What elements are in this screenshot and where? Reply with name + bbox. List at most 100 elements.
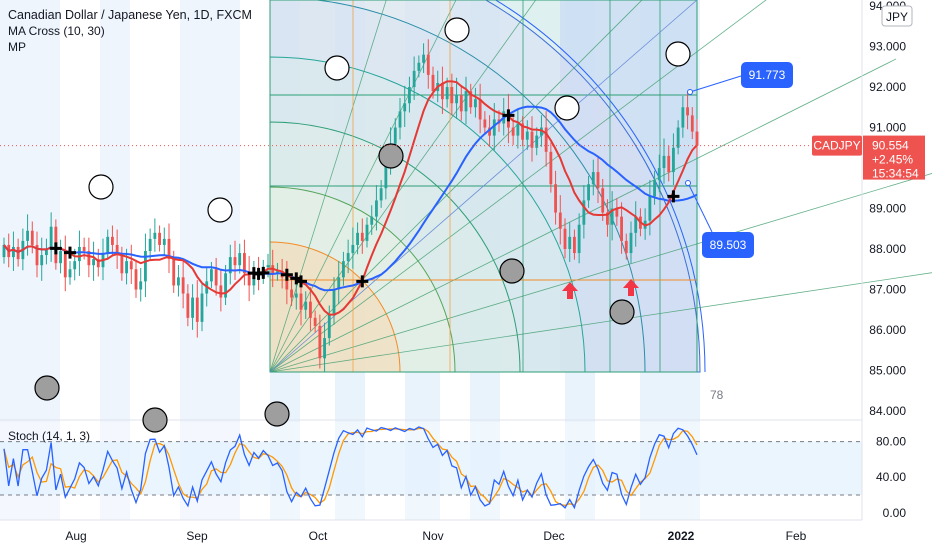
price-tag-price: 90.554 [872,139,909,153]
price-tick-1: 93.000 [869,40,906,54]
candle-body-47 [224,273,227,298]
candle-body-125 [591,172,595,185]
candle-body-34 [162,238,166,245]
candle-body-134 [634,216,638,233]
candle-32 [153,218,157,252]
time-label-0: Aug [65,529,86,543]
candle-102 [483,111,487,136]
candle-141 [667,145,671,182]
candle-9 [45,238,48,265]
candle-78 [370,205,374,235]
candle-body-30 [144,251,147,282]
candle-body-102 [483,119,487,128]
candle-body-88 [417,62,421,71]
candle-127 [601,178,605,221]
candle-body-58 [276,271,279,274]
mp-circle-9 [554,95,580,121]
candle-101 [478,83,482,134]
candle-body-5 [26,230,29,241]
mp-circle-1 [207,197,233,223]
candle-body-74 [351,244,355,254]
ma-cross-marker-142 [667,190,680,203]
candle-body-100 [474,99,477,108]
candle-body-50 [238,253,242,266]
candle-110 [521,116,524,147]
candle-62 [294,280,298,310]
candle-126 [596,155,600,204]
callout-label-0: 91.773 [749,68,786,82]
candle-66 [313,310,317,333]
candle-131 [620,202,623,254]
candle-144 [681,95,685,138]
ma-cross-marker-11 [49,242,62,255]
candle-body-80 [379,188,383,201]
candle-94 [445,77,449,108]
candle-body-146 [690,115,694,132]
candle-body-133 [629,232,633,254]
candle-body-115 [544,127,548,152]
candle-body-81 [384,159,388,189]
stoch-legend: Stoch (14, 1, 3) [8,428,90,444]
candle-137 [648,179,652,236]
ma-cross-marker-63 [295,275,307,288]
candle-47 [224,264,227,306]
candle-52 [247,255,251,302]
candle-125 [591,159,595,196]
candle-body-33 [158,232,161,245]
candle-body-25 [120,255,124,274]
candle-76 [360,218,364,254]
candle-body-110 [521,123,524,140]
candle-139 [657,154,661,193]
candle-41 [195,280,199,338]
candle-body-89 [422,54,425,63]
candle-2 [12,231,15,271]
candle-body-118 [558,212,562,229]
candle-body-99 [469,91,473,108]
candle-body-86 [408,87,411,104]
candle-8 [40,237,44,281]
candle-122 [577,213,581,264]
price-tick-5: 89.000 [869,202,906,216]
candle-body-60 [285,277,289,290]
mp-circle-0 [88,174,114,200]
candle-85 [403,85,407,128]
candle-0 [2,237,6,264]
candle-22 [106,229,110,260]
candle-body-108 [511,127,515,136]
candle-38 [181,260,185,309]
candle-121 [573,229,576,260]
candle-body-124 [587,184,590,201]
callout-leader-0 [689,75,742,93]
candle-body-127 [601,188,605,213]
candle-body-32 [153,232,157,239]
session-band-0 [0,0,60,520]
candle-60 [285,260,289,305]
candle-80 [379,179,383,208]
candle-body-61 [290,289,293,298]
candle-46 [219,270,223,312]
candle-body-56 [266,265,270,268]
gann-fan-line-7 [269,0,387,373]
candle-body-69 [327,313,331,339]
candle-132 [624,233,628,260]
candle-body-24 [115,244,119,256]
candle-35 [167,223,171,273]
candle-body-77 [365,224,369,241]
candle-body-141 [667,155,671,173]
candle-body-66 [313,317,317,326]
candle-99 [469,83,473,114]
stoch-title: Stoch (14, 1, 3) [8,429,91,443]
candle-body-12 [59,251,62,264]
time-label-1: Sep [186,529,208,543]
price-tick-8: 86.000 [869,323,906,337]
candle-111 [525,120,529,150]
candle-body-65 [309,301,312,318]
candle-128 [606,199,609,237]
candle-body-76 [360,232,364,241]
candle-51 [243,239,246,286]
candle-24 [115,229,119,269]
candle-body-49 [233,257,237,266]
candle-body-70 [332,289,336,314]
mp-circle-4 [264,401,290,427]
